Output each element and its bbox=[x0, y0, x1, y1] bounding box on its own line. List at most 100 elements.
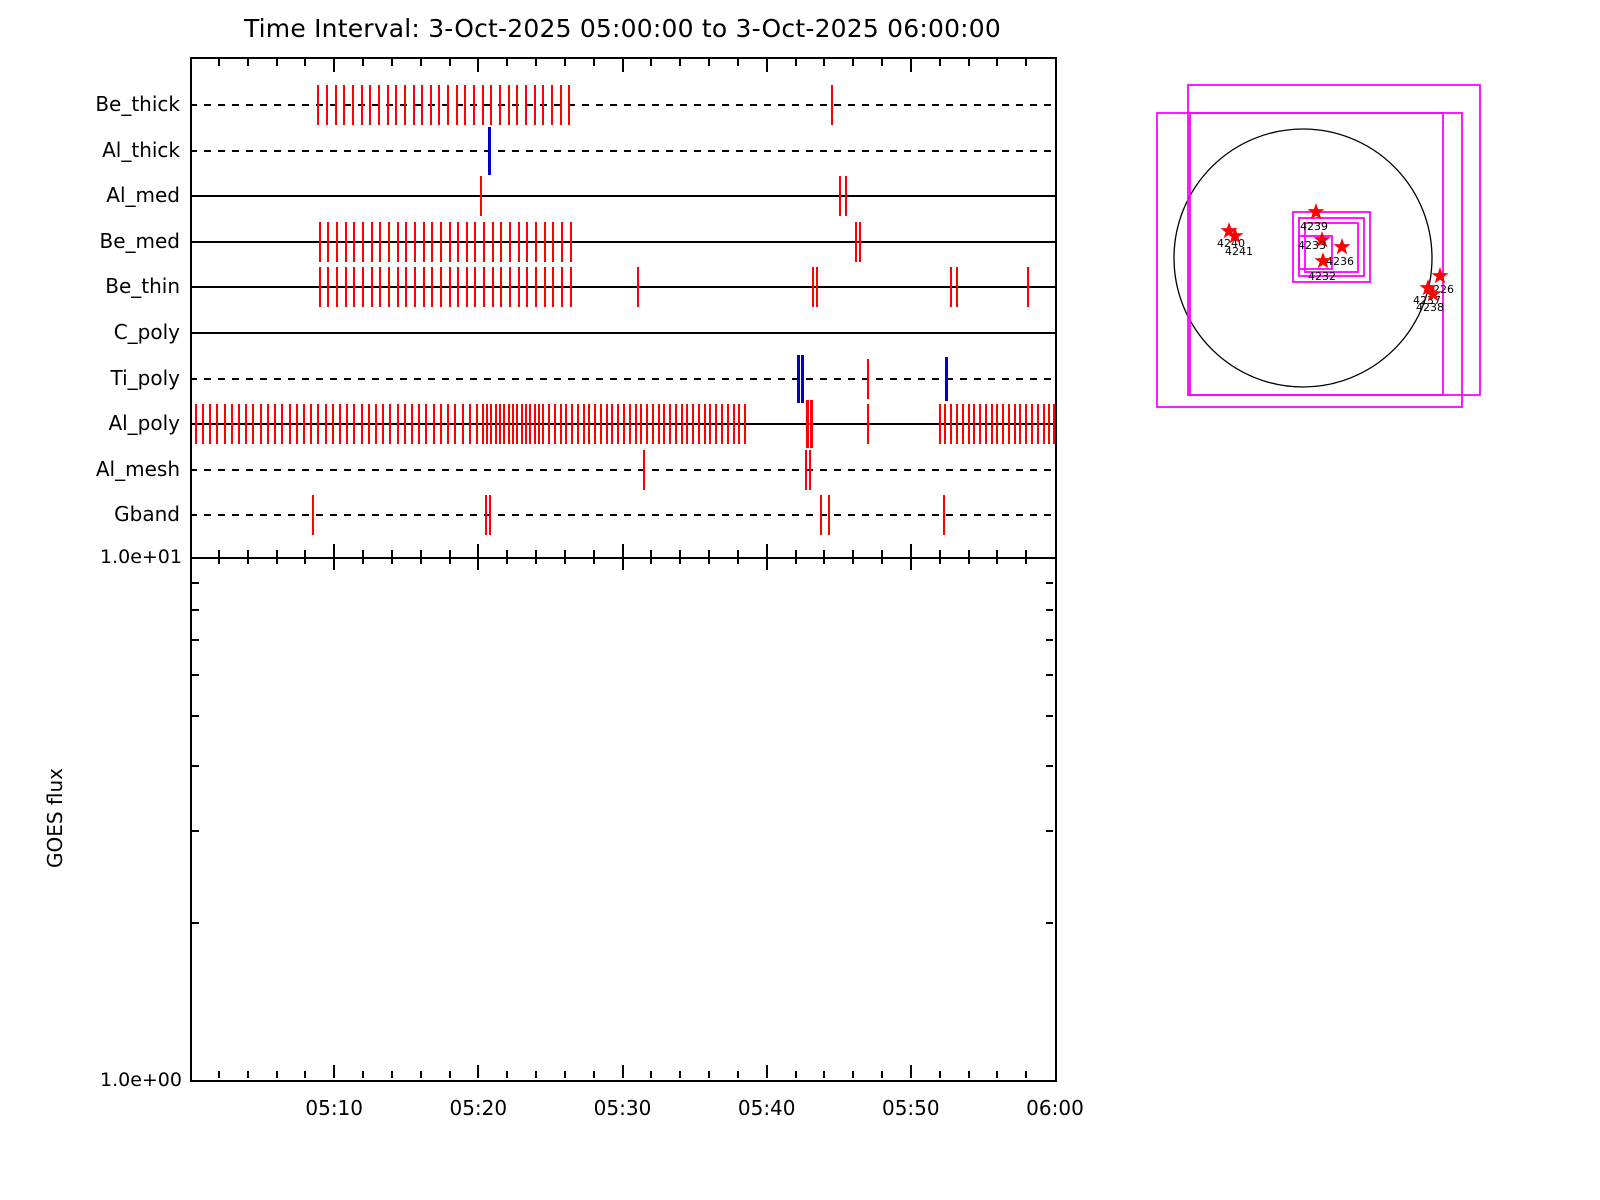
observation-tick bbox=[533, 404, 536, 445]
x-axis-tick bbox=[650, 550, 653, 564]
x-axis-tick bbox=[765, 1065, 768, 1078]
observation-tick bbox=[811, 267, 814, 308]
y-axis-tick bbox=[192, 765, 199, 768]
observation-tick bbox=[686, 404, 689, 445]
observation-tick bbox=[561, 267, 563, 308]
observation-tick bbox=[559, 404, 562, 445]
observation-tick bbox=[721, 404, 723, 445]
fov-rect bbox=[1298, 235, 1333, 270]
x-axis-tick bbox=[938, 1071, 941, 1078]
x-axis-tick bbox=[246, 550, 249, 564]
x-axis-tick bbox=[448, 59, 451, 66]
observation-tick bbox=[617, 404, 620, 445]
observation-tick bbox=[709, 404, 712, 445]
observation-tick bbox=[866, 358, 869, 399]
x-axis-tick bbox=[506, 1071, 509, 1078]
observation-tick bbox=[238, 404, 240, 445]
observation-tick bbox=[569, 221, 572, 262]
observation-tick bbox=[535, 221, 537, 262]
observation-tick bbox=[529, 404, 532, 445]
observation-tick bbox=[461, 404, 464, 445]
observation-tick bbox=[317, 404, 320, 445]
active-region-star bbox=[1226, 227, 1244, 244]
observation-tick bbox=[411, 404, 413, 445]
row-label-c_poly: C_poly bbox=[113, 320, 180, 344]
observation-tick bbox=[382, 404, 385, 445]
observation-tick bbox=[646, 404, 648, 445]
observation-tick bbox=[439, 404, 442, 445]
row-label-gband: Gband bbox=[114, 502, 180, 527]
observation-tick bbox=[503, 404, 506, 445]
observation-tick bbox=[245, 404, 248, 445]
observation-tick bbox=[1002, 404, 1005, 445]
observation-tick bbox=[324, 404, 327, 445]
y-axis-tick bbox=[1046, 608, 1053, 611]
x-axis-tick bbox=[909, 1065, 912, 1078]
observation-tick bbox=[663, 404, 666, 445]
x-axis-tick bbox=[275, 1071, 278, 1078]
x-axis-tick bbox=[679, 59, 682, 66]
observation-tick bbox=[310, 404, 313, 445]
y-axis-tick bbox=[1046, 673, 1053, 676]
observation-tick bbox=[732, 404, 735, 445]
goes-flux-axis-label: GOES flux bbox=[43, 767, 67, 869]
y-axis-tick bbox=[192, 673, 199, 676]
x-tick-label: 05:10 bbox=[305, 1096, 364, 1120]
x-axis-tick bbox=[563, 1071, 566, 1078]
x-axis-tick bbox=[592, 550, 595, 564]
x-axis-tick bbox=[621, 1065, 624, 1078]
x-axis-tick bbox=[477, 544, 480, 570]
observation-tick bbox=[552, 221, 555, 262]
observation-tick bbox=[582, 404, 585, 445]
x-axis-tick bbox=[881, 550, 883, 564]
observation-tick bbox=[611, 404, 614, 445]
observation-tick bbox=[524, 404, 527, 445]
x-axis-tick bbox=[419, 59, 422, 66]
observation-tick bbox=[548, 404, 550, 445]
observation-tick bbox=[457, 267, 460, 308]
observation-tick bbox=[318, 221, 321, 262]
observation-tick bbox=[543, 267, 546, 308]
row-label-be_med: Be_med bbox=[99, 228, 180, 253]
observation-tick bbox=[634, 404, 637, 445]
observation-tick bbox=[311, 495, 314, 536]
observation-tick bbox=[1036, 404, 1039, 445]
x-axis-tick bbox=[938, 59, 941, 66]
x-axis-tick bbox=[246, 59, 249, 66]
row-label-ti_poly: Ti_poly bbox=[110, 365, 180, 390]
observation-tick bbox=[576, 404, 579, 445]
observation-tick bbox=[950, 404, 953, 445]
observation-tick bbox=[266, 404, 269, 445]
y-axis-tick bbox=[1046, 638, 1053, 641]
y-axis-tick bbox=[1046, 922, 1053, 925]
observation-tick bbox=[194, 404, 197, 445]
observation-tick bbox=[468, 404, 471, 445]
observation-tick bbox=[464, 85, 467, 125]
observation-tick bbox=[568, 85, 571, 125]
observation-tick bbox=[1052, 404, 1055, 445]
observation-tick bbox=[855, 221, 858, 262]
observation-tick bbox=[1042, 404, 1045, 445]
row-line-solid bbox=[190, 332, 1055, 334]
observation-tick bbox=[370, 221, 373, 262]
y-tick-label: 1.0e+01 bbox=[99, 546, 182, 568]
x-tick-label: 05:30 bbox=[593, 1096, 652, 1120]
x-axis-tick bbox=[881, 59, 883, 66]
observation-tick bbox=[473, 85, 475, 125]
observation-tick bbox=[274, 404, 277, 445]
observation-tick bbox=[973, 404, 976, 445]
observation-tick bbox=[488, 126, 492, 175]
x-axis-tick bbox=[650, 59, 653, 66]
x-axis-tick bbox=[650, 1071, 653, 1078]
x-axis-tick bbox=[823, 550, 826, 564]
row-label-be_thin: Be_thin bbox=[105, 274, 180, 299]
observation-tick bbox=[1030, 404, 1033, 445]
x-axis-tick bbox=[592, 1071, 595, 1078]
observation-tick bbox=[367, 404, 370, 445]
x-axis-tick bbox=[852, 1071, 855, 1078]
observation-tick bbox=[738, 404, 741, 445]
observation-tick bbox=[509, 221, 512, 262]
x-axis-tick bbox=[506, 550, 509, 564]
observation-tick bbox=[588, 404, 591, 445]
